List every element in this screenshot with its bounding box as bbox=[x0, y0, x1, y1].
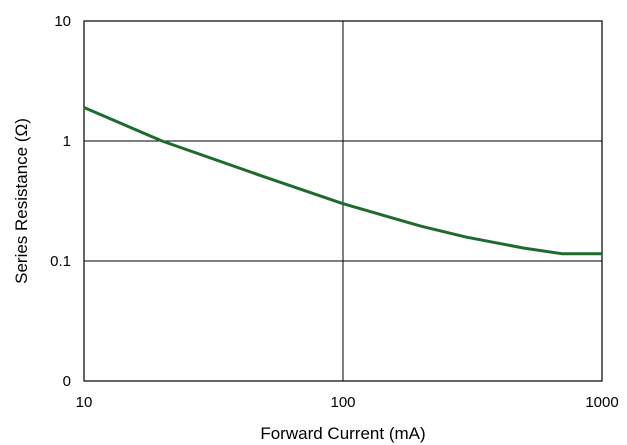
y-tick-label: 0.1 bbox=[50, 253, 71, 270]
x-tick-label: 1000 bbox=[585, 394, 618, 411]
x-tick-label: 10 bbox=[76, 394, 93, 411]
y-tick-label: 0 bbox=[63, 373, 71, 390]
x-axis-label: Forward Current (mA) bbox=[260, 424, 425, 443]
y-axis-label: Series Resistance (Ω) bbox=[12, 118, 31, 284]
series-layer bbox=[83, 106, 603, 256]
grid-lines bbox=[84, 21, 602, 381]
series-line bbox=[83, 106, 602, 256]
y-tick-label: 10 bbox=[54, 13, 71, 30]
y-tick-label: 1 bbox=[63, 133, 71, 150]
tick-labels: 10 100 1000 0 0.1 1 10 bbox=[50, 13, 619, 411]
x-tick-label: 100 bbox=[330, 394, 355, 411]
